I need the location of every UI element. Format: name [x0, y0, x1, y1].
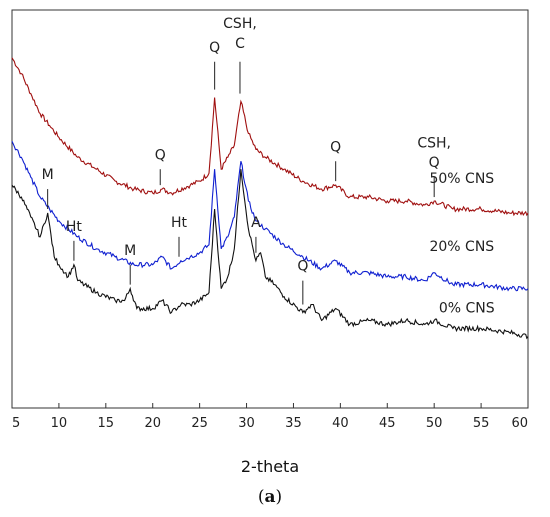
peak-label-2: CSH,: [223, 16, 257, 32]
x-tick-label-7: 40: [332, 416, 349, 431]
series-line-2: [11, 169, 529, 340]
x-tick-label-2: 15: [98, 416, 115, 431]
peak-label-0: Q: [155, 147, 166, 163]
plot-frame: [11, 9, 529, 409]
x-tick-label-4: 25: [191, 416, 208, 431]
peak-label-1: Q: [209, 40, 220, 56]
x-tick-label-11: 60: [511, 416, 528, 431]
caption-letter: a: [264, 487, 275, 507]
series-line-0: [11, 57, 529, 217]
x-axis-ticks: 5 10 15 20 25 30 35 40 45 50 55 60: [11, 403, 529, 431]
peak-label-11: A: [251, 215, 261, 231]
caption-close: ): [276, 487, 283, 507]
x-tick-label-3: 20: [144, 416, 161, 431]
x-tick-label-1: 10: [51, 416, 68, 431]
series-line-1: [11, 141, 529, 292]
series-label-layer: 50% CNS 20% CNS 0% CNS: [429, 171, 494, 316]
peak-label-8: M: [42, 167, 54, 183]
caption-open: (: [258, 487, 265, 507]
x-tick-label-8: 45: [379, 416, 396, 431]
series-label-1: 20% CNS: [429, 239, 494, 255]
x-axis-label: 2-theta: [241, 457, 299, 476]
series-label-2: 0% CNS: [439, 300, 495, 316]
x-tick-label-5: 30: [238, 416, 255, 431]
peak-label-3: C: [235, 36, 245, 52]
peak-label-9: Ht: [66, 219, 83, 235]
peak-label-5: CSH,: [417, 135, 451, 151]
x-tick-label-0: 5: [12, 416, 20, 431]
figure-caption: (a): [258, 487, 282, 507]
peak-label-10: M: [124, 243, 136, 259]
x-tick-label-6: 35: [285, 416, 302, 431]
peak-label-12: Q: [297, 259, 308, 275]
peak-label-6: Q: [429, 155, 440, 171]
x-tick-label-10: 55: [473, 416, 490, 431]
peak-label-7: Ht: [171, 215, 188, 231]
peak-label-4: Q: [330, 139, 341, 155]
series-layer: [11, 57, 529, 340]
series-label-0: 50% CNS: [429, 171, 494, 187]
x-tick-label-9: 50: [426, 416, 443, 431]
